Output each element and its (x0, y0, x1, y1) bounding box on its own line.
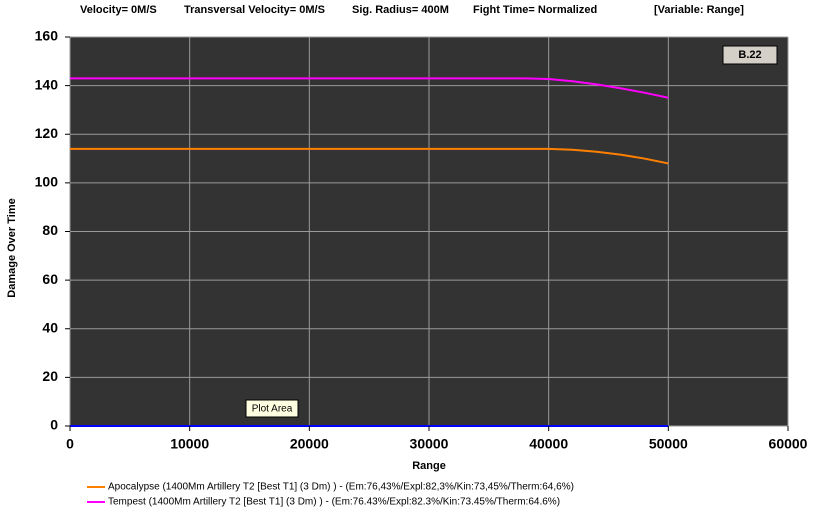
header-text: Sig. Radius= 400M (352, 4, 449, 16)
x-tick-label: 0 (66, 436, 74, 452)
header-text: Fight Time= Normalized (473, 4, 597, 16)
tooltip-box (245, 399, 299, 418)
series-line (70, 77, 669, 99)
legend-entry: Tempest (1400Mm Artillery T2 [Best T1] (… (108, 497, 560, 508)
header-text: Transversal Velocity= 0M/S (184, 4, 325, 16)
y-tick-label: 80 (42, 222, 58, 238)
x-tick-label: 60000 (769, 436, 808, 452)
y-tick-label: 160 (35, 28, 59, 44)
y-tick-label: 40 (42, 319, 58, 335)
legend-entry: Apocalypse (1400Mm Artillery T2 [Best T1… (108, 482, 574, 493)
header-text: [Variable: Range] (654, 4, 744, 16)
x-tick-label: 20000 (290, 436, 329, 452)
tooltip: Plot Area (252, 404, 293, 415)
y-tick-label: 140 (35, 76, 59, 92)
x-tick-label: 50000 (649, 436, 688, 452)
x-axis-label: Range (412, 460, 446, 472)
y-axis-label: Damage Over Time (6, 198, 18, 297)
annotation-box (722, 45, 778, 65)
y-tick-label: 100 (35, 174, 59, 190)
x-tick-label: 40000 (529, 436, 568, 452)
x-tick-label: 10000 (170, 436, 209, 452)
y-tick-label: 60 (42, 271, 58, 287)
y-tick-label: 20 (42, 368, 58, 384)
annotation: B.22 (738, 49, 761, 61)
x-tick-label: 30000 (410, 436, 449, 452)
y-tick-label: 0 (50, 417, 58, 433)
series-line (70, 147, 669, 165)
header-text: Velocity= 0M/S (80, 4, 157, 16)
y-tick-label: 120 (35, 125, 59, 141)
